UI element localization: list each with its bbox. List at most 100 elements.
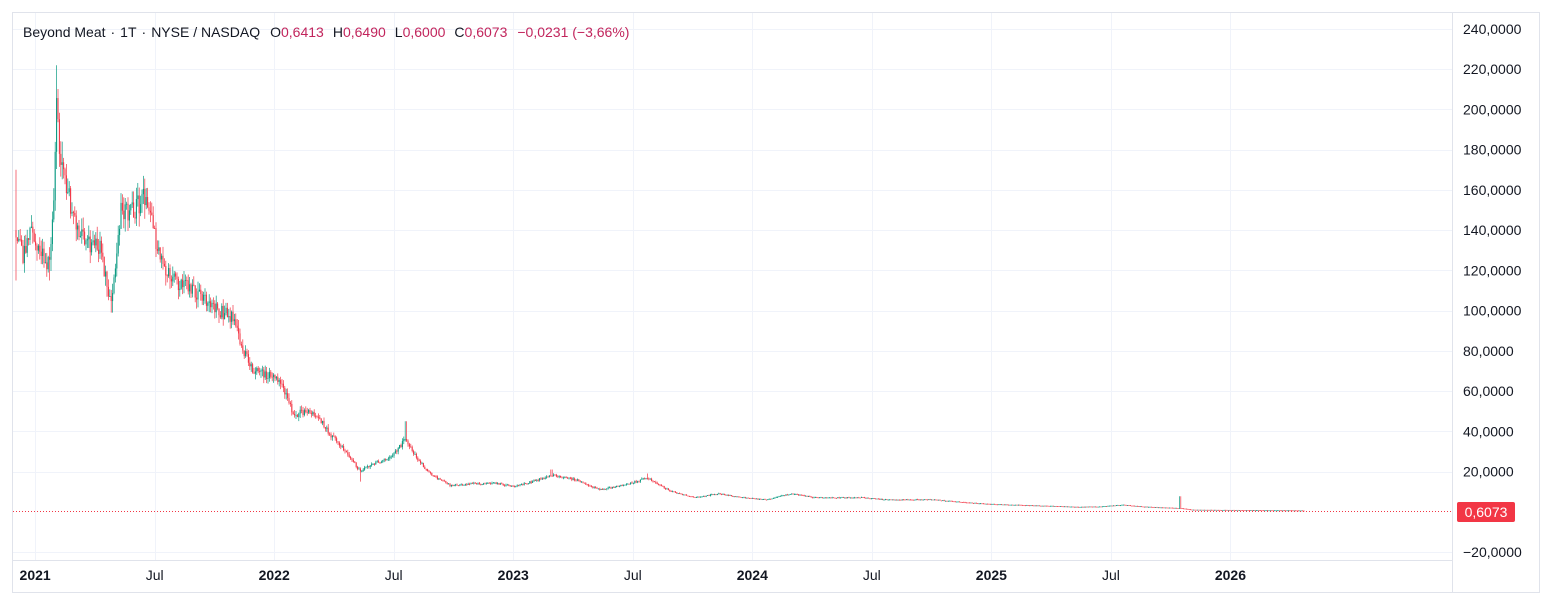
candle-body-down [280,380,282,384]
candle-body-up [544,477,546,479]
candle-body-up [399,445,401,449]
candle-body-up [285,393,287,395]
candle-body-up [86,239,88,241]
candle-body-up [1223,509,1225,511]
candle-body-down [1251,510,1253,511]
candle-body-up [772,497,774,499]
candle-body-up [562,477,564,479]
candle-body-down [428,471,430,473]
candle-body-down [82,229,84,232]
candle-body-up [597,488,599,490]
candle-body-down [585,482,587,485]
candle-body-up [649,478,651,480]
candle-body-up [782,495,784,497]
candle-body-down [352,460,354,462]
candle-body-up [1104,506,1106,507]
candle-body-down [513,485,515,487]
candle-body-up [1041,505,1043,507]
candle-body-up [840,497,842,499]
candle-body-up [112,293,114,302]
candle-body-up [173,273,175,277]
candle-body-down [1303,510,1305,512]
candle-body-down [810,496,812,498]
candle-body-up [827,497,829,499]
candle-body-up [1174,507,1176,509]
candle-body-down [1190,509,1192,511]
candle-body-down [1230,510,1232,511]
candle-body-up [1117,505,1119,506]
price-axis[interactable]: 240,0000 220,0000 200,0000 180,0000 160,0000… [1463,21,1522,560]
candle-body-down [415,453,417,458]
candle-body-down [1019,504,1021,506]
candle-body-up [957,501,959,503]
candle-body-up [116,253,118,269]
candle-body-up [637,481,639,483]
candle-body-up [375,462,377,465]
candle-body-down [103,256,105,277]
candle-body-down [858,497,860,499]
candle-body-down [1292,510,1294,512]
candle-body-down [816,497,818,499]
candle-body-down [684,494,686,496]
candle-body-down [351,458,353,461]
candle-body-down [1131,505,1133,507]
candle-body-down [263,369,265,378]
candle-body-up [183,280,185,288]
candle-body-up [707,495,709,496]
candle-body-up [1246,510,1248,511]
candle-body-up [831,497,833,499]
candle-body-down [175,273,177,277]
candle-body-down [435,476,437,477]
candle-body-up [26,238,28,253]
candle-body-up [1145,506,1147,508]
candle-body-up [364,467,366,470]
candle-body-down [560,475,562,478]
price-axis-label: 80,0000 [1463,343,1514,359]
candle-body-up [119,228,121,236]
candle-body-up [1232,509,1234,511]
candle-body-down [57,98,59,120]
candle-body-down [484,483,486,485]
price-axis-label: 100,0000 [1463,303,1522,319]
candle-body-down [316,415,318,417]
candle-body-up [268,371,270,379]
candle-body-down [753,498,755,499]
candle-body-up [1300,510,1302,512]
candle-body-down [1206,509,1208,511]
candle-body-down [65,175,67,194]
candle-body-down [471,483,473,484]
candle-body-up [1239,510,1241,511]
legend-interval[interactable]: 1T [120,24,137,40]
legend-change: −0,0231 (−3,66%) [517,24,630,40]
candle-body-up [1066,506,1068,508]
candle-body-up [1155,507,1157,508]
price-axis-label: 60,0000 [1463,383,1514,399]
candle-body-down [754,498,756,500]
candle-body-down [417,457,419,461]
candle-body-down [792,493,794,495]
price-axis-label: 140,0000 [1463,222,1522,238]
candle-body-up [455,484,457,486]
candle-body-down [1195,509,1197,511]
candle-body-down [439,478,441,480]
candle-body-down [679,493,681,495]
candle-body-up [852,497,854,499]
price-axis-label: 180,0000 [1463,142,1522,158]
candle-body-down [40,251,42,257]
candle-body-up [141,194,143,205]
candle-body-down [232,311,234,322]
candle-body-down [1181,508,1183,509]
candle-body-down [170,278,172,282]
candle-body-up [942,500,944,502]
legend-symbol[interactable]: Beyond Meat [23,24,106,40]
candle-body-down [862,497,864,498]
legend-separator: · [110,24,116,40]
candle-body-up [1282,510,1284,512]
candle-body-up [231,311,233,322]
candle-body-up [67,192,69,194]
candle-body-up [1268,510,1270,512]
candle-body-down [296,415,298,417]
time-axis[interactable]: 2021 Jul 2022 Jul 2023 Jul 2024 Jul 2025 Jul 2026 [20,567,1247,583]
